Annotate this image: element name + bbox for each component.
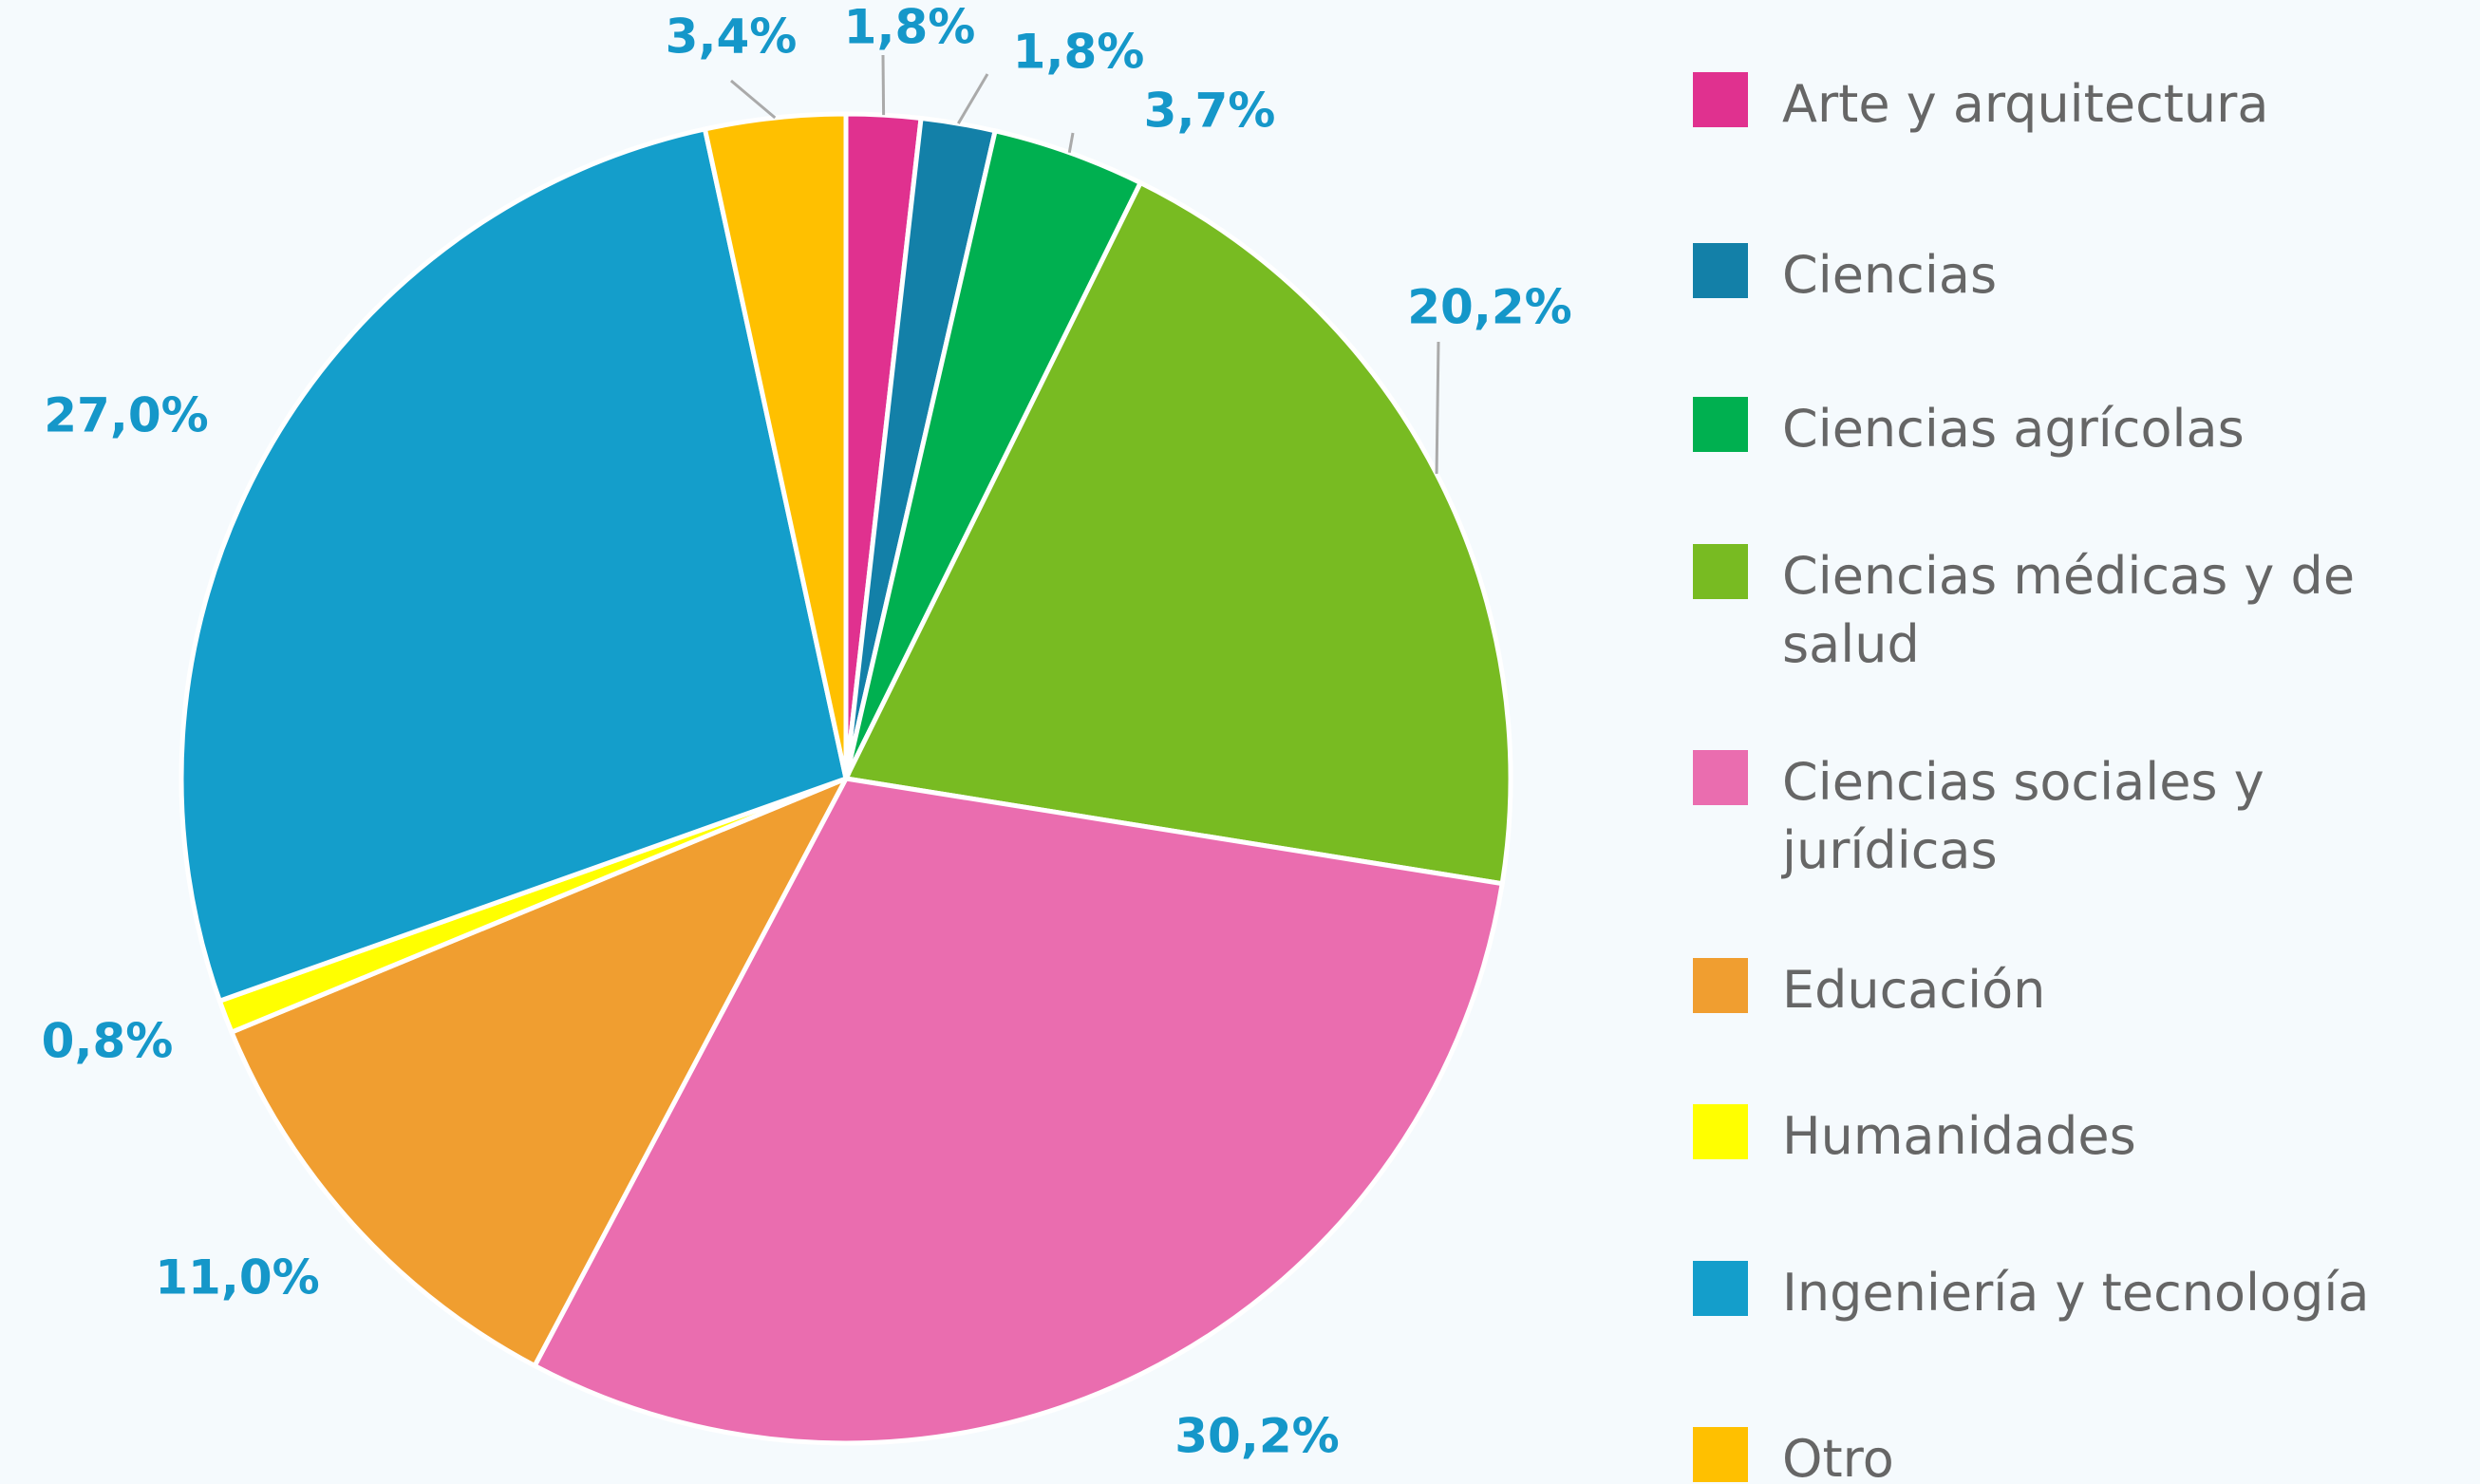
legend-swatch [1693, 1104, 1748, 1159]
legend-label: Otro [1782, 1429, 1894, 1484]
data-label: 3,4% [666, 9, 798, 65]
legend-swatch [1693, 1261, 1748, 1316]
legend-label: Ciencias [1782, 245, 1998, 305]
legend-item: Ingeniería y tecnología [1693, 1259, 2471, 1327]
legend-item: Educación [1693, 956, 2471, 1024]
leader-line [1067, 132, 1075, 153]
legend-item: Arte y arquitectura [1693, 70, 2471, 139]
data-label: 3,7% [1144, 84, 1276, 139]
data-label: 27,0% [44, 388, 208, 443]
legend-item: Ciencias sociales y jurídicas [1693, 748, 2471, 885]
legend-label: Ingeniería y tecnología [1782, 1263, 2370, 1323]
legend-label: Ciencias médicas y de salud [1782, 546, 2356, 674]
data-label: 30,2% [1174, 1409, 1339, 1464]
pie-slice [842, 179, 1513, 887]
data-label: 11,0% [155, 1250, 319, 1306]
pie-slice [178, 125, 849, 1005]
legend-swatch [1693, 72, 1748, 127]
data-label: 20,2% [1407, 280, 1571, 335]
legend-item: Ciencias [1693, 241, 2471, 310]
leader-line [957, 73, 989, 124]
legend-item: Ciencias médicas y de salud [1693, 542, 2471, 679]
data-label: 1,8% [1013, 25, 1145, 80]
legend-swatch [1693, 544, 1748, 599]
leader-line [881, 54, 886, 116]
leader-line [1435, 341, 1440, 474]
legend-item: Humanidades [1693, 1102, 2471, 1171]
pie-slice [531, 776, 1506, 1446]
legend-swatch [1693, 397, 1748, 452]
pie-slice [228, 774, 852, 1369]
legend-item: Otro [1693, 1425, 2471, 1484]
legend-label: Educación [1782, 960, 2046, 1020]
data-label: 0,8% [42, 1014, 174, 1069]
legend-label: Arte y arquitectura [1782, 74, 2269, 134]
legend-item: Ciencias agrícolas [1693, 395, 2471, 463]
leader-line [730, 79, 777, 120]
legend-swatch [1693, 1427, 1748, 1482]
legend-label: Ciencias sociales y jurídicas [1782, 752, 2264, 880]
data-label: 1,8% [844, 0, 976, 55]
legend-swatch [1693, 958, 1748, 1013]
pie-slice [702, 111, 849, 780]
legend-swatch [1693, 750, 1748, 805]
legend-label: Humanidades [1782, 1106, 2136, 1166]
legend-swatch [1693, 243, 1748, 298]
legend-label: Ciencias agrícolas [1782, 399, 2245, 459]
